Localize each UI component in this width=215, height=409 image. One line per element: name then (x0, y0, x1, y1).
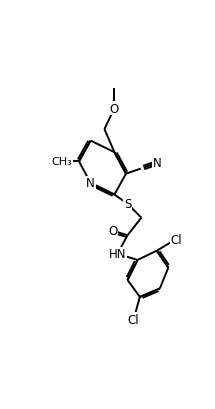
Text: N: N (86, 177, 95, 190)
Text: Cl: Cl (170, 233, 182, 246)
Text: O: O (108, 225, 118, 238)
Text: Cl: Cl (128, 313, 140, 326)
Text: CH₃: CH₃ (52, 157, 72, 167)
Text: S: S (124, 198, 131, 211)
Text: O: O (110, 103, 119, 115)
Text: N: N (152, 157, 161, 170)
Text: HN: HN (109, 248, 126, 261)
